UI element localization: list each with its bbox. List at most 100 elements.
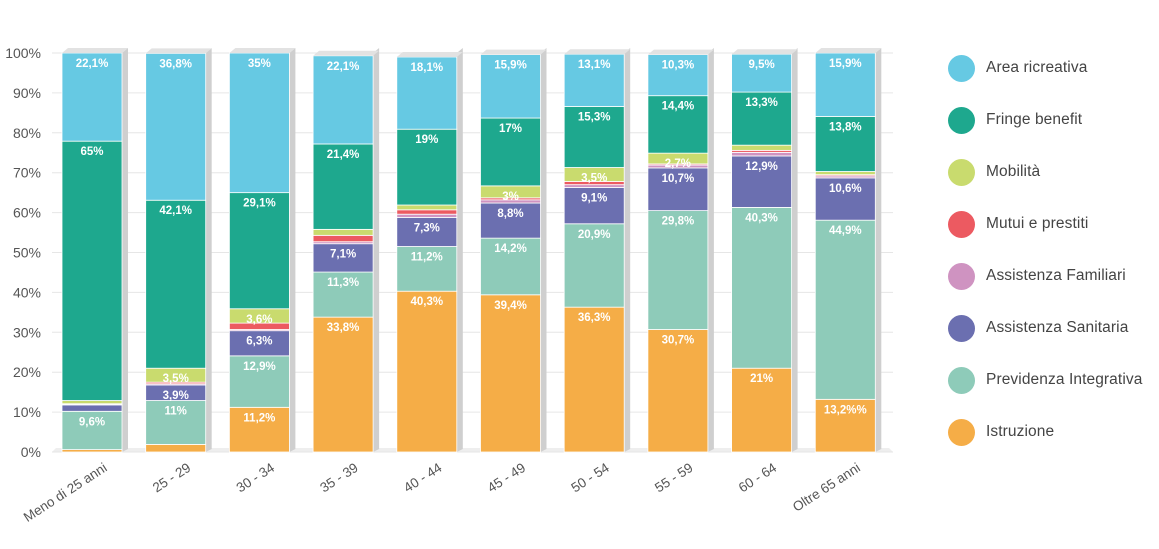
bar-top (480, 49, 547, 55)
stacked-bar-chart: 0% 10% 20% 30% 40% 50% 60% 70% 80% 90% 100% 9,6% 65… (5, 45, 893, 525)
data-label: 44,9% (829, 225, 862, 237)
data-label: 3,9% (163, 390, 189, 402)
data-label: 22,1% (327, 61, 360, 73)
legend-item-mutui-e-prestiti[interactable]: Mutui e prestiti (948, 198, 1158, 250)
data-label: 29,1% (243, 198, 276, 210)
y-tick-label: 100% (5, 45, 41, 61)
legend-item-fringe-benefit[interactable]: Fringe benefit (948, 94, 1158, 146)
bar-segment-assistenza-sanitaria (647, 167, 709, 212)
x-tick-label: 45 - 49 (485, 460, 528, 495)
bar-segment-fringe-benefit (228, 192, 290, 310)
data-label: 36,3% (578, 312, 611, 324)
legend-item-area-ricreativa[interactable]: Area ricreativa (948, 42, 1158, 94)
y-tick-label: 30% (13, 324, 41, 340)
legend-item-assistenza-sanitaria[interactable]: Assistenza Sanitaria (948, 302, 1158, 354)
bar-segment-fringe-benefit (145, 199, 207, 369)
bar-side (456, 48, 463, 452)
bar-stack-50-54: 36,3% 20,9% 9,1% 3,5% 15,3% 13,1% (563, 48, 631, 453)
y-tick-label: 80% (13, 125, 41, 141)
bar-side (205, 48, 212, 452)
data-label: 13,8% (829, 121, 862, 133)
bar-top (62, 48, 128, 53)
data-label: 65% (80, 146, 103, 158)
legend-label: Fringe benefit (986, 111, 1083, 128)
bar-segment-assistenza-sanitaria (396, 216, 458, 247)
data-label: 3,5% (581, 173, 607, 185)
data-label: 15,3% (578, 111, 611, 123)
x-tick-label: 40 - 44 (401, 460, 445, 496)
bar-segment-assistenza-sanitaria (731, 155, 792, 208)
x-tick-label: Meno di 25 anni (21, 460, 110, 525)
bar-segment-assistenza-sanitaria (814, 177, 876, 221)
bar-stack-60-64: 21% 40,3% 12,9% 13,3% 9,5% (731, 48, 798, 453)
bar-segment-previdenza-integrativa (228, 355, 290, 408)
data-label: 33,8% (327, 322, 360, 334)
legend-label: Assistenza Familiari (986, 267, 1126, 284)
bar-segment-fringe-benefit (563, 106, 625, 168)
bar-segment-mobilita (312, 228, 374, 236)
bar-segment-previdenza-integrativa (396, 246, 458, 292)
data-label: 6,3% (246, 336, 272, 348)
data-label: 12,9% (243, 361, 276, 373)
legend-swatch-icon (948, 366, 975, 394)
bar-side (373, 48, 380, 452)
bar-segment-area-ricreativa (396, 56, 458, 130)
bar-side (540, 48, 547, 452)
legend-item-mobilita[interactable]: Mobilità (948, 146, 1158, 198)
bar-segment-mobilita (61, 400, 123, 405)
bar-segment-istruzione (647, 329, 709, 453)
bar-segment-istruzione (145, 444, 207, 453)
bar-stack-25-29: 11% 3,9% 3,5% 42,1% 36,8% (145, 48, 212, 453)
legend-label: Mobilità (986, 163, 1041, 180)
bar-segment-previdenza-integrativa (731, 207, 792, 369)
bar-top (396, 51, 463, 57)
data-label: 20,9% (578, 229, 611, 241)
bar-segment-assistenza-sanitaria (312, 243, 374, 273)
data-label: 12,9% (745, 161, 778, 173)
y-axis: 0% 10% 20% 30% 40% 50% 60% 70% 80% 90% 100% (5, 45, 41, 460)
bar-segment-mutui-e-prestiti (396, 209, 458, 215)
y-tick-label: 10% (13, 404, 41, 420)
legend-swatch-icon (948, 314, 975, 342)
bar-stack-40-44: 40,3% 11,2% 7,3% 19% 18,1% (396, 48, 463, 453)
data-label: 21% (750, 373, 773, 385)
x-tick-label: 50 - 54 (568, 460, 612, 496)
bar-top (145, 48, 212, 54)
legend-item-istruzione[interactable]: Istruzione (948, 406, 1158, 458)
legend-label: Mutui e prestiti (986, 215, 1089, 232)
data-label: 15,9% (494, 60, 527, 72)
x-axis: Meno di 25 anni 25 - 29 30 - 34 35 - 39 40 -… (21, 460, 863, 525)
data-label: 21,4% (327, 149, 360, 161)
y-tick-label: 60% (13, 205, 41, 221)
bar-segment-assistenza-familiari (731, 151, 792, 157)
legend-label: Assistenza Sanitaria (986, 319, 1129, 336)
bar-segment-fringe-benefit (396, 128, 458, 206)
data-label: 14,4% (662, 101, 695, 113)
bar-segment-assistenza-sanitaria (228, 330, 290, 357)
bar-segment-mobilita (731, 144, 792, 151)
bar-segment-area-ricreativa (563, 53, 625, 107)
legend-item-previdenza-integrativa[interactable]: Previdenza Integrativa (948, 354, 1158, 406)
x-tick-label: 35 - 39 (317, 460, 360, 495)
bar-side (624, 48, 631, 452)
bar-segment-fringe-benefit (480, 117, 541, 187)
data-label: 13,3% (745, 97, 778, 109)
data-label: 11% (165, 406, 187, 418)
data-label: 14,2% (494, 243, 527, 255)
data-label: 13,2%% (824, 404, 867, 416)
bar-segment-istruzione (814, 398, 876, 453)
bar-top (647, 49, 714, 55)
legend-item-assistenza-familiari[interactable]: Assistenza Familiari (948, 250, 1158, 302)
bar-side (707, 48, 714, 452)
data-label: 10,3% (662, 60, 695, 72)
bar-segment-istruzione (480, 294, 541, 453)
x-tick-label: 25 - 29 (150, 460, 193, 495)
data-label: 39,4% (494, 300, 527, 312)
legend-swatch-icon (948, 418, 975, 446)
x-tick-label: 60 - 64 (736, 460, 780, 496)
bar-segment-previdenza-integrativa (647, 210, 709, 330)
bar-side (289, 48, 296, 452)
data-label: 29,8% (662, 216, 695, 228)
bar-segment-fringe-benefit (312, 143, 374, 230)
legend-swatch-icon (948, 262, 975, 290)
